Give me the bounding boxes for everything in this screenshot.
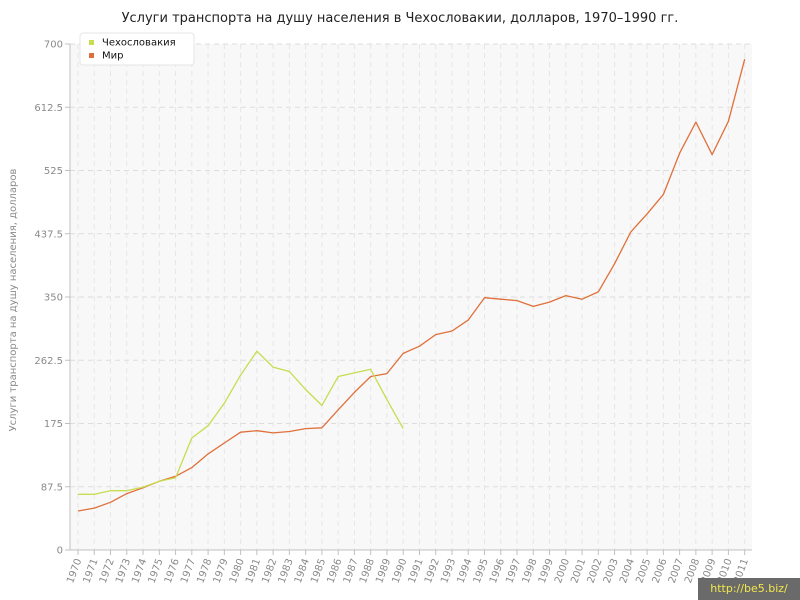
data-point [402, 352, 405, 355]
data-point [646, 212, 649, 215]
legend: Чехословакия Мир [79, 32, 195, 66]
data-point [223, 402, 226, 405]
data-point [597, 290, 600, 293]
data-point [207, 424, 210, 427]
data-point [223, 441, 226, 444]
y-tick-label: 350 [44, 293, 63, 304]
y-tick-label: 700 [44, 40, 63, 51]
data-point [499, 298, 502, 301]
y-tick-label: 262.5 [34, 356, 63, 367]
legend-box [79, 32, 195, 66]
data-point [402, 427, 405, 430]
data-point [369, 375, 372, 378]
data-point [320, 404, 323, 407]
data-point [418, 345, 421, 348]
data-point [467, 319, 470, 322]
data-point [564, 294, 567, 297]
data-point [125, 489, 128, 492]
data-point [239, 374, 242, 377]
legend-label: Мир [102, 51, 123, 62]
y-axis-label: Услуги транспорта на душу населения, дол… [8, 168, 19, 431]
data-point [662, 193, 665, 196]
y-tick-label: 0 [57, 546, 63, 557]
data-point [190, 466, 193, 469]
y-tick-label: 612.5 [34, 103, 63, 114]
data-point [450, 329, 453, 332]
data-point [255, 350, 258, 353]
data-point [109, 501, 112, 504]
legend-label: Чехословакия [102, 38, 176, 49]
series-world [76, 58, 746, 512]
y-tick-label: 87.5 [41, 482, 63, 493]
data-point [727, 120, 730, 123]
data-point [369, 368, 372, 371]
data-point [272, 366, 275, 369]
watermark[interactable]: http://be5.biz/ [698, 578, 800, 600]
data-point [158, 480, 161, 483]
data-point [385, 372, 388, 375]
series-czechoslovakia [76, 350, 405, 496]
data-point [93, 507, 96, 510]
data-point [483, 296, 486, 299]
data-point [76, 509, 79, 512]
data-point [272, 431, 275, 434]
data-point [255, 429, 258, 432]
data-point [434, 333, 437, 336]
data-point [125, 492, 128, 495]
data-point [743, 58, 746, 61]
series-line [78, 350, 404, 495]
legend-swatch [89, 53, 94, 58]
data-point [288, 430, 291, 433]
data-point [337, 375, 340, 378]
legend-swatch [89, 40, 94, 45]
data-point [76, 493, 79, 496]
data-point [629, 230, 632, 233]
data-point [353, 391, 356, 394]
data-point [694, 121, 697, 124]
data-point [548, 301, 551, 304]
data-point [141, 486, 144, 489]
data-point [190, 436, 193, 439]
y-tick-label: 525 [44, 166, 63, 177]
data-point [239, 431, 242, 434]
data-point [320, 426, 323, 429]
data-point [532, 305, 535, 308]
data-point [385, 398, 388, 401]
data-point [581, 298, 584, 301]
data-point [613, 262, 616, 265]
series-line [77, 59, 746, 512]
data-point [711, 153, 714, 156]
data-point [109, 489, 112, 492]
data-point [337, 408, 340, 411]
data-point [353, 371, 356, 374]
y-tick-label: 437.5 [34, 229, 63, 240]
data-point [207, 452, 210, 455]
chart-title: Услуги транспорта на душу населения в Че… [122, 11, 679, 26]
data-point [174, 476, 177, 479]
data-point [288, 370, 291, 373]
data-point [304, 427, 307, 430]
data-point [304, 388, 307, 391]
y-tick-label: 175 [44, 419, 63, 430]
data-point [515, 299, 518, 302]
data-point [678, 152, 681, 155]
data-point [93, 493, 96, 496]
